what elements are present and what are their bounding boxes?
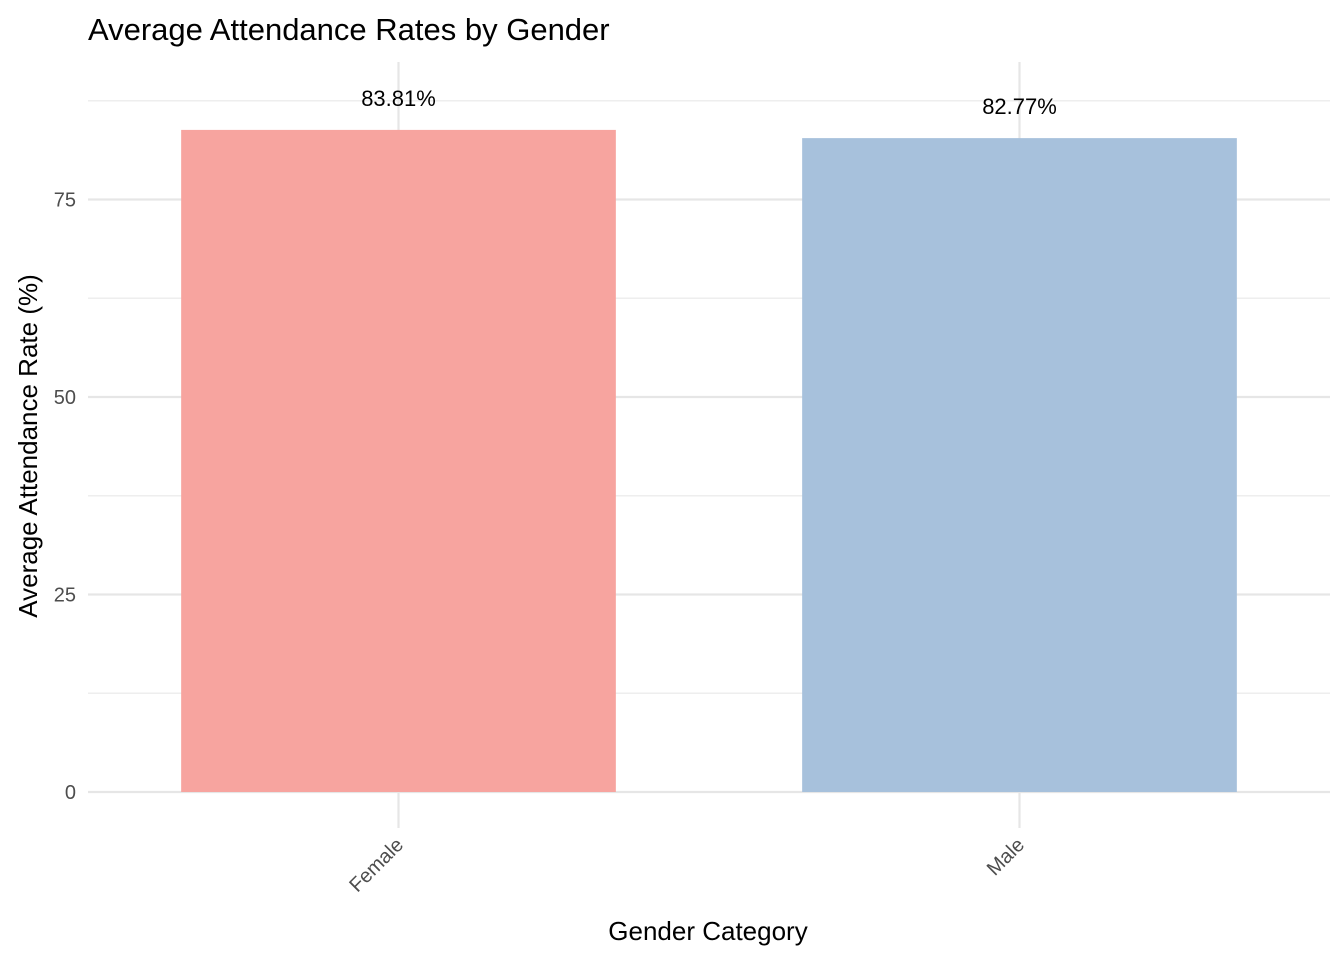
data-label: 83.81% bbox=[361, 86, 436, 111]
data-label: 82.77% bbox=[982, 94, 1057, 119]
y-axis-tick-labels: 0 25 50 75 bbox=[54, 190, 76, 805]
bars bbox=[181, 129, 1237, 792]
data-labels: 83.81% 82.77% bbox=[361, 86, 1057, 119]
bar-male bbox=[802, 138, 1237, 792]
y-tick-label: 0 bbox=[65, 782, 76, 804]
x-axis-title: Gender Category bbox=[608, 916, 807, 946]
bar-female bbox=[181, 129, 616, 792]
y-tick-label: 25 bbox=[54, 585, 76, 607]
y-tick-label: 50 bbox=[54, 387, 76, 409]
x-axis-tick-labels: Female Male bbox=[345, 834, 1029, 897]
chart-title: Average Attendance Rates by Gender bbox=[88, 12, 610, 47]
y-tick-label: 75 bbox=[54, 190, 76, 212]
y-axis-title: Average Attendance Rate (%) bbox=[13, 274, 43, 618]
x-tick-label: Female bbox=[345, 834, 408, 897]
x-tick-label: Male bbox=[983, 834, 1029, 880]
